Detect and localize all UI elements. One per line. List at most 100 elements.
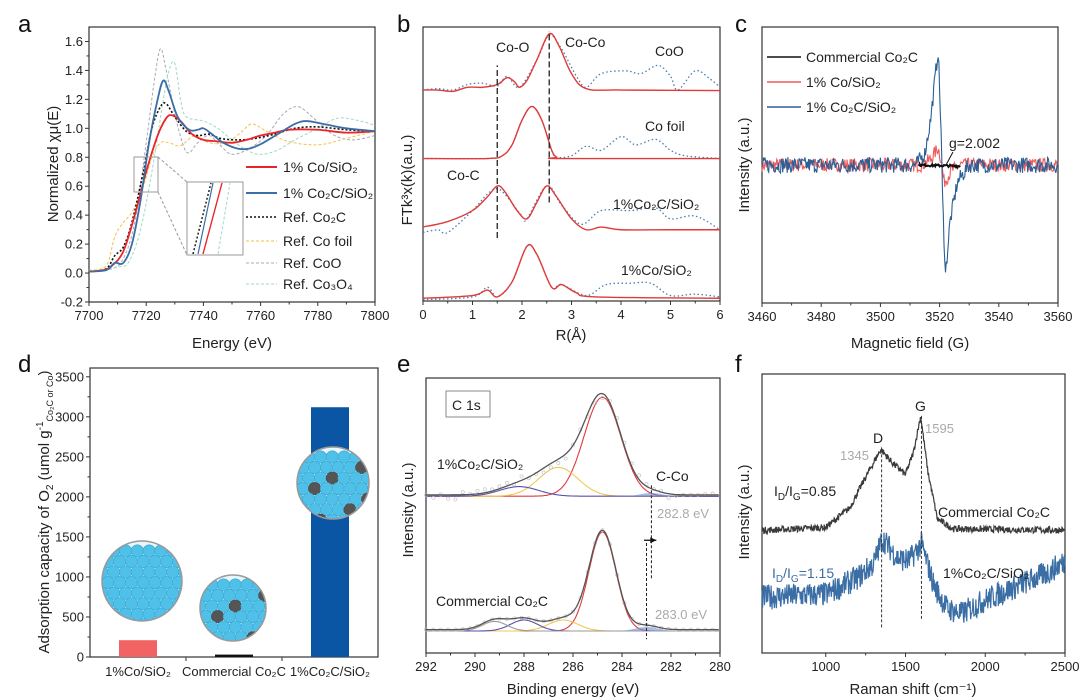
cobalt-atom (385, 472, 397, 484)
cobalt-atom (288, 642, 300, 654)
cobalt-atom (367, 482, 369, 496)
legend-label: Ref. Co₃O₄ (283, 276, 353, 292)
panel-label-d: d (18, 351, 31, 378)
b-sample-label: Co foil (645, 118, 685, 134)
cobalt-atom (160, 618, 174, 621)
cobalt-atom (409, 577, 421, 589)
arrow-head-icon (650, 537, 657, 544)
cobalt-atom (385, 535, 397, 547)
x-tick-label: 3520 (925, 309, 954, 324)
cobalt-atom (177, 544, 182, 558)
exafs-experiment-line (422, 243, 721, 301)
carbon-atom (350, 535, 362, 547)
carbon-atom (353, 695, 365, 699)
cobalt-atom (426, 567, 438, 579)
carbon-atom (300, 642, 312, 654)
x-tick-label: 1 (469, 307, 476, 322)
x-tick-label: 282 (660, 659, 682, 674)
e-peak-top-value: 282.8 eV (657, 506, 709, 521)
cobalt-atom (350, 577, 362, 589)
category-label: 1%Co/SiO₂ (105, 664, 171, 679)
cobalt-atom (385, 493, 397, 505)
cobalt-atom (258, 631, 266, 641)
cobalt-atom (119, 629, 131, 641)
cobalt-atom (255, 682, 267, 694)
panel-label-c: c (735, 11, 747, 38)
cobalt-atom (247, 695, 259, 699)
xps-component-C-Co (426, 492, 719, 497)
cobalt-atom (184, 619, 196, 631)
cobalt-atom (317, 695, 329, 699)
panel-b-exafs: 0 1 2 3 4 5 6 (419, 26, 724, 322)
x-tick-label: 288 (513, 659, 535, 674)
bar (215, 654, 253, 657)
x-tick-label: 3560 (1044, 309, 1073, 324)
a-legend: 1% Co/SiO₂ 1% Co₂C/SiO₂ Ref. Co₂C Ref. C… (246, 159, 373, 292)
cobalt-atom (391, 567, 403, 579)
cobalt-atom (379, 588, 391, 600)
y-tick-label: 1000 (55, 569, 84, 584)
cobalt-atom (432, 472, 444, 484)
cobalt-atom (356, 567, 368, 579)
surface-model-illustration (101, 540, 267, 694)
cobalt-atom (385, 451, 397, 463)
cobalt-atom (214, 545, 226, 557)
xps-envelope (426, 529, 719, 631)
carbon-atom (206, 684, 218, 696)
cobalt-atom (249, 545, 261, 557)
cobalt-atom (219, 555, 231, 567)
carbon-atom (217, 642, 229, 654)
legend-label: 1% Co₂C/SiO₂ (806, 99, 896, 115)
cobalt-atom (297, 588, 309, 600)
cobalt-atom (243, 682, 255, 694)
cobalt-atom (409, 451, 421, 463)
y-tick-label: 0.8 (65, 150, 83, 165)
c-ylabel: Intensity (a.u.) (736, 117, 753, 212)
b-annotation-co-co: Co-Co (565, 34, 606, 50)
cobalt-atom (288, 621, 300, 633)
cobalt-atom (196, 640, 208, 652)
e-peak-bottom-value: 283.0 eV (655, 607, 707, 622)
inset-box (186, 181, 244, 256)
x-tick-label: 7800 (361, 308, 390, 323)
e-title: C 1s (452, 397, 481, 413)
f-g-position: 1595 (925, 421, 954, 436)
e-sample-bottom: Commercial Co₂C (436, 593, 548, 609)
cobalt-atom (438, 504, 450, 516)
cobalt-atom (312, 684, 324, 696)
cobalt-atom (184, 640, 196, 652)
cobalt-atom (353, 610, 365, 622)
cobalt-atom (161, 640, 173, 652)
f-ratio-supported: ID/IG=1.15 (772, 565, 834, 585)
b-sample-label: CoO (655, 43, 684, 59)
epr-series-line-0 (917, 161, 961, 170)
y-tick-label: 0.0 (65, 266, 83, 281)
x-tick-label: 0 (419, 307, 426, 322)
epr-series-line-2 (761, 57, 1059, 273)
cobalt-atom (222, 631, 236, 641)
cobalt-atom (297, 567, 309, 579)
x-tick-label: 2000 (971, 659, 1000, 674)
cobalt-atom (166, 607, 180, 621)
cobalt-atom (235, 695, 247, 699)
cobalt-atom (450, 546, 462, 558)
cobalt-atom (385, 577, 397, 589)
series-line-1 (88, 79, 376, 273)
category-label: 1%Co₂C/SiO₂ (290, 664, 370, 679)
cobalt-atom (172, 682, 184, 694)
panel-label-e: e (397, 351, 410, 378)
carbon-atom (450, 567, 462, 579)
cobalt-atom (350, 556, 362, 568)
cobalt-atom (444, 472, 456, 484)
series-line-4 (88, 48, 376, 273)
a-ylabel: Normalized χμ(E) (45, 106, 62, 223)
y-tick-label: 500 (62, 609, 84, 624)
cobalt-atom (373, 472, 385, 484)
cobalt-atom (341, 695, 353, 699)
cobalt-atom (379, 482, 391, 494)
cobalt-atom (270, 632, 282, 644)
cobalt-atom (379, 461, 391, 473)
cobalt-atom (438, 546, 450, 558)
cobalt-atom (444, 535, 456, 547)
cobalt-atom (184, 682, 196, 694)
